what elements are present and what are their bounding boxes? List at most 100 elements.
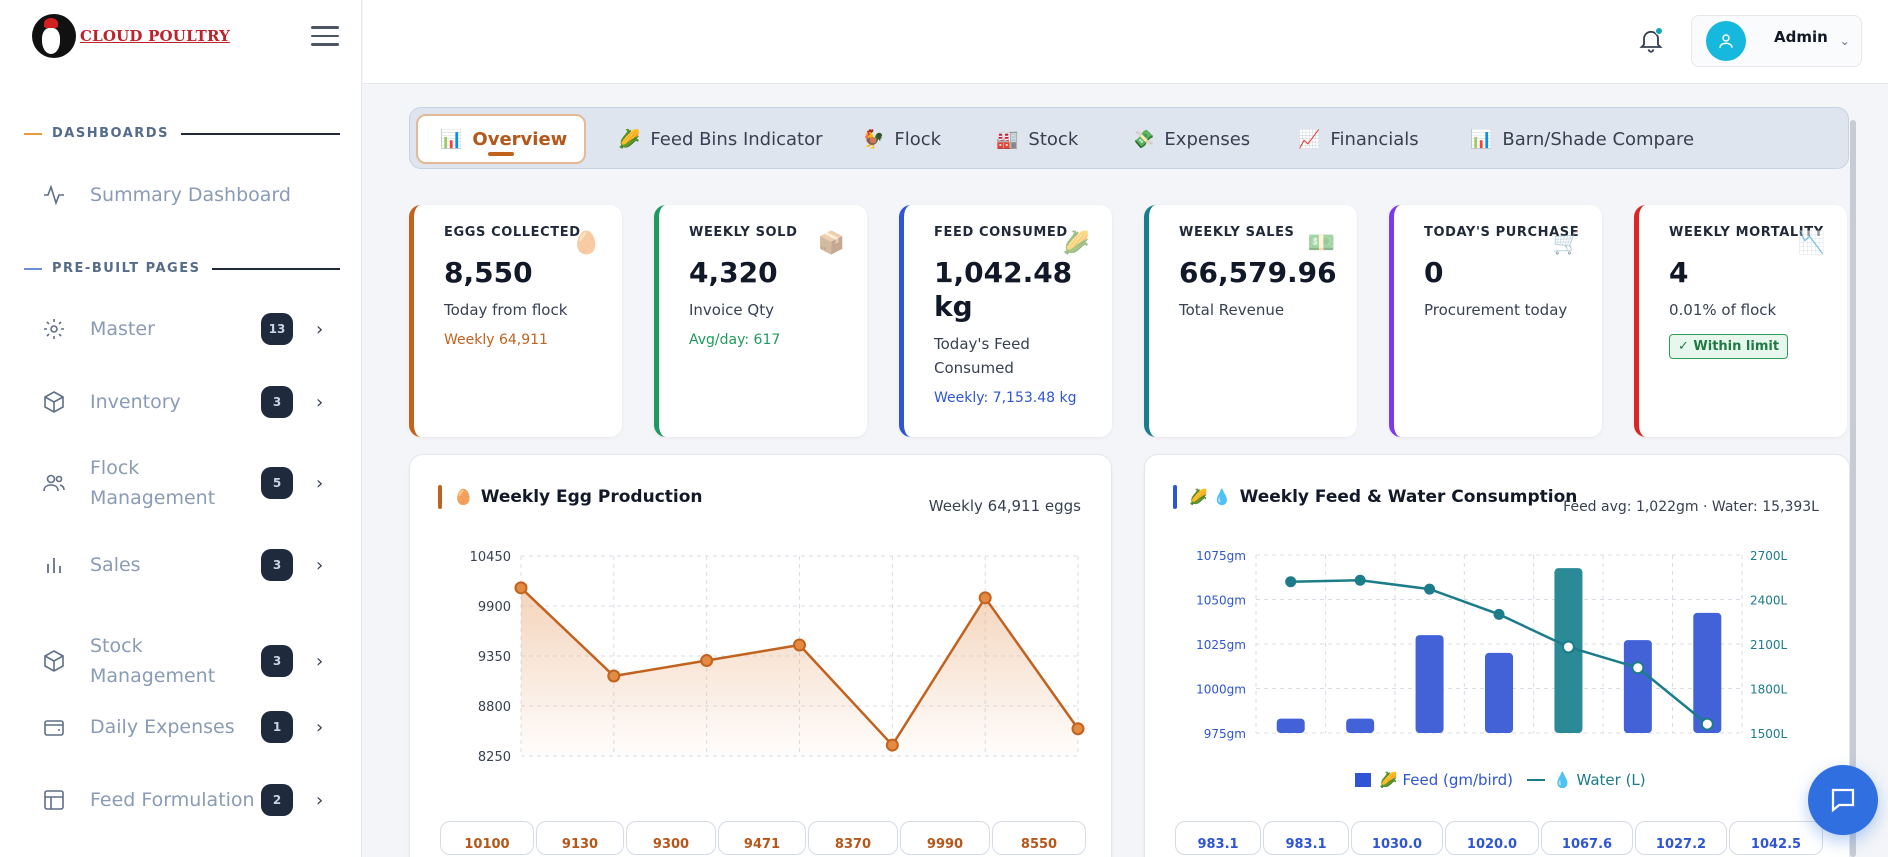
user-menu-button[interactable]: Admin ⌄ bbox=[1691, 15, 1862, 67]
tab-stock[interactable]: 🏭 Stock bbox=[996, 114, 1078, 164]
menu-toggle-icon[interactable] bbox=[311, 26, 339, 48]
trend-up-icon: 📈 bbox=[1298, 128, 1321, 150]
sidebar-item-stock-management[interactable]: Stock Management 3 › bbox=[40, 631, 340, 691]
water-point bbox=[1561, 640, 1575, 654]
egg-line-chart: 10450 9900 9350 8800 8250 bbox=[470, 550, 1085, 765]
section-label: DASHBOARDS bbox=[52, 126, 169, 141]
tab-label: Overview bbox=[472, 128, 568, 150]
card-value: 1,042.48 kg bbox=[934, 256, 1073, 323]
tab-label: Stock bbox=[1028, 128, 1079, 150]
tab-label: Expenses bbox=[1164, 128, 1251, 150]
layout-icon bbox=[40, 786, 68, 814]
y-tick-label: 8800 bbox=[478, 700, 511, 715]
count-badge: 3 bbox=[261, 386, 293, 418]
value-label: 9300 bbox=[626, 821, 716, 855]
sidebar-item-feed-formulation[interactable]: Feed Formulation 2 › bbox=[40, 784, 340, 816]
chevron-right-icon: › bbox=[316, 318, 324, 340]
gear-icon bbox=[40, 315, 68, 343]
tab-feed-bins-indicator[interactable]: 🌽 Feed Bins Indicator bbox=[618, 114, 823, 164]
legend-water-label: 💧 Water (L) bbox=[1553, 771, 1646, 789]
panel-title: 🥚 Weekly Egg Production bbox=[438, 485, 703, 509]
package-icon bbox=[40, 647, 68, 675]
panel-title: 🌽 💧 Weekly Feed & Water Consumption bbox=[1173, 485, 1577, 509]
chart-icon: 📊 bbox=[440, 128, 463, 150]
y-tick-label: 9350 bbox=[478, 650, 511, 665]
card-extra: Avg/day: 617 bbox=[689, 332, 781, 348]
chevron-right-icon: › bbox=[316, 391, 324, 413]
rooster-icon: 🐓 bbox=[862, 128, 885, 150]
count-badge: 2 bbox=[261, 784, 293, 816]
sidebar-item-label: Feed Formulation bbox=[90, 789, 255, 811]
corn-icon: 🌽 bbox=[618, 128, 641, 150]
corn-icon: 🌽 bbox=[1062, 231, 1090, 256]
stat-card-todays-purchase[interactable]: TODAY'S PURCHASE 🛒 0 Procurement today bbox=[1389, 205, 1602, 437]
y-left-tick-label: 975gm bbox=[1204, 727, 1246, 741]
feed-value-row: 983.1 983.1 1030.0 1020.0 1067.6 1027.2 1042.5 bbox=[1175, 821, 1825, 855]
card-subtitle: Total Revenue bbox=[1179, 301, 1285, 319]
value-label: 9130 bbox=[536, 821, 624, 855]
chevron-right-icon: › bbox=[316, 789, 324, 811]
feed-bar bbox=[1276, 718, 1305, 733]
stat-card-feed-consumed[interactable]: FEED CONSUMED 🌽 1,042.48 kg Today's Feed… bbox=[899, 205, 1112, 437]
stat-card-weekly-mortality[interactable]: WEEKLY MORTALITY 📉 4 0.01% of flock ✓ Wi… bbox=[1634, 205, 1847, 437]
egg-icon: 🥚 bbox=[454, 488, 473, 506]
tab-label: Financials bbox=[1330, 128, 1419, 150]
y-right-tick-label: 2100L bbox=[1750, 638, 1788, 652]
sidebar-item-flock-management[interactable]: Flock Management 5 › bbox=[40, 453, 340, 513]
card-title: FEED CONSUMED bbox=[934, 225, 1068, 240]
data-point bbox=[514, 581, 528, 595]
panel-summary: Weekly 64,911 eggs bbox=[928, 497, 1081, 515]
y-right-tick-label: 1500L bbox=[1750, 727, 1788, 741]
tab-expenses[interactable]: 💸 Expenses bbox=[1132, 114, 1250, 164]
tab-financials[interactable]: 📈 Financials bbox=[1298, 114, 1419, 164]
data-point bbox=[607, 669, 621, 683]
top-bar bbox=[363, 0, 1888, 84]
y-left-tick-label: 1050gm bbox=[1196, 594, 1246, 608]
card-subtitle: 0.01% of flock bbox=[1669, 301, 1777, 319]
chat-button[interactable] bbox=[1808, 765, 1878, 835]
data-point bbox=[1071, 722, 1085, 736]
data-point bbox=[700, 654, 714, 668]
y-tick-label: 9900 bbox=[478, 600, 511, 615]
water-point bbox=[1493, 608, 1505, 620]
card-title: WEEKLY SALES bbox=[1179, 225, 1295, 240]
brand-name: CLOUD POULTRY bbox=[80, 27, 231, 45]
card-subtitle: Invoice Qty bbox=[689, 301, 774, 319]
stat-card-weekly-sold[interactable]: WEEKLY SOLD 📦 4,320 Invoice Qty Avg/day:… bbox=[654, 205, 867, 437]
scrollbar[interactable] bbox=[1850, 120, 1856, 857]
value-label: 8550 bbox=[992, 821, 1086, 855]
y-left-tick-label: 1075gm bbox=[1196, 549, 1246, 563]
value-label: 983.1 bbox=[1263, 821, 1349, 855]
count-badge: 13 bbox=[261, 313, 293, 345]
feed-water-combo-chart: 1075gm 2700L 1050gm 2400L 1025gm 2100L 1000gm 1… bbox=[1196, 549, 1788, 741]
tab-flock[interactable]: 🐓 Flock bbox=[862, 114, 941, 164]
stat-card-eggs-collected[interactable]: EGGS COLLECTED 🥚 8,550 Today from flock … bbox=[409, 205, 622, 437]
bell-icon[interactable] bbox=[1637, 26, 1665, 54]
corn-water-icon: 🌽 💧 bbox=[1189, 488, 1232, 506]
chat-icon bbox=[1831, 788, 1855, 813]
chevron-right-icon: › bbox=[316, 472, 324, 494]
card-subtitle: Today from flock bbox=[444, 301, 568, 319]
sidebar-item-inventory[interactable]: Inventory 3 › bbox=[40, 386, 340, 418]
panel-summary: Feed avg: 1,022gm · Water: 15,393L bbox=[1563, 499, 1819, 515]
tab-barn-shade-compare[interactable]: 📊 Barn/Shade Compare bbox=[1470, 114, 1694, 164]
sidebar-item-master[interactable]: Master 13 › bbox=[40, 313, 340, 345]
chevron-down-icon: ⌄ bbox=[1839, 34, 1850, 48]
factory-icon: 🏭 bbox=[996, 128, 1019, 150]
egg-icon: 🥚 bbox=[572, 231, 600, 256]
panel-title-text: Weekly Egg Production bbox=[480, 487, 703, 507]
card-value: 4 bbox=[1669, 256, 1689, 289]
card-title: WEEKLY MORTALITY bbox=[1669, 225, 1824, 240]
value-label: 1067.6 bbox=[1541, 821, 1633, 855]
stat-card-weekly-sales[interactable]: WEEKLY SALES 💵 66,579.96 Total Revenue bbox=[1144, 205, 1357, 437]
y-left-tick-label: 1000gm bbox=[1196, 683, 1246, 697]
sidebar-item-label: Summary Dashboard bbox=[90, 184, 291, 206]
sidebar-item-summary-dashboard[interactable]: Summary Dashboard bbox=[40, 180, 340, 210]
tab-overview[interactable]: 📊 Overview bbox=[416, 114, 586, 164]
card-value: 8,550 bbox=[444, 256, 533, 289]
sidebar-item-daily-expenses[interactable]: Daily Expenses 1 › bbox=[40, 711, 340, 743]
sidebar-item-sales[interactable]: Sales 3 › bbox=[40, 549, 340, 581]
status-badge: ✓ Within limit bbox=[1669, 334, 1789, 359]
wallet-icon bbox=[40, 713, 68, 741]
brand-logo[interactable]: CLOUD POULTRY bbox=[32, 14, 230, 58]
